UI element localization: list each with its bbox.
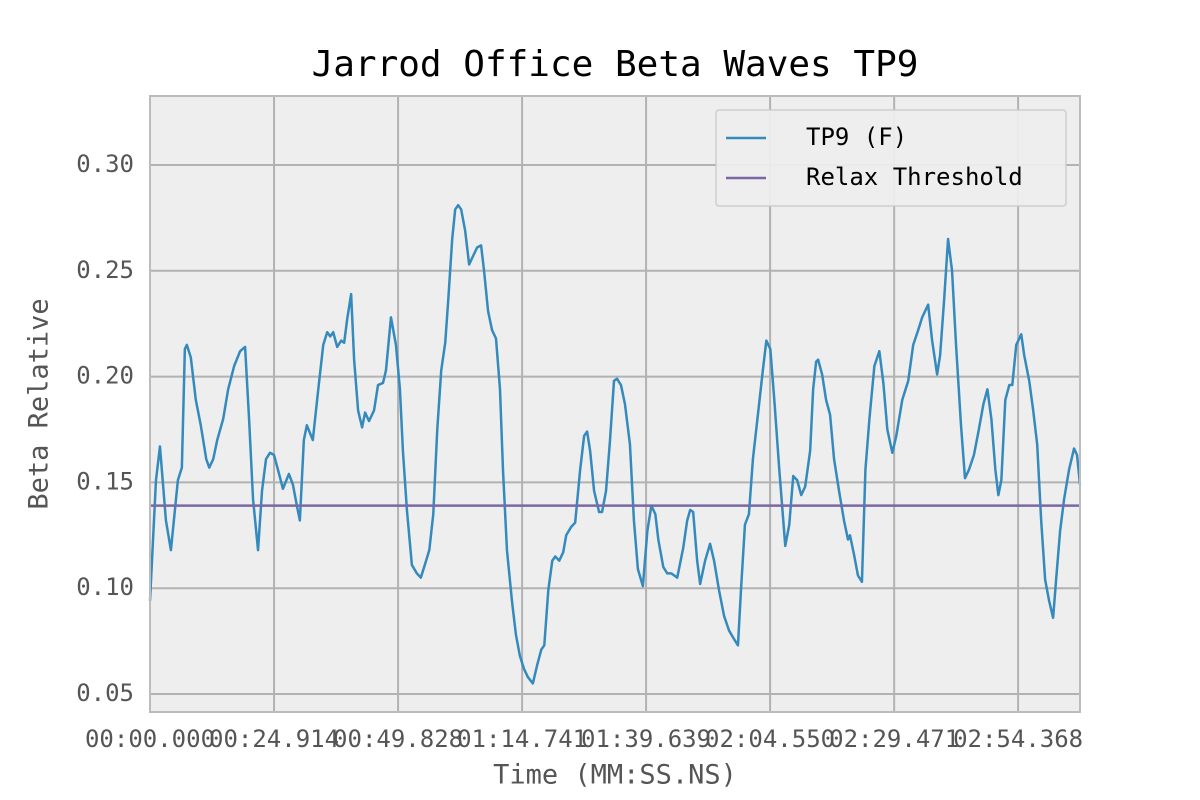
x-tick-label: 02:04.550 [705, 725, 835, 753]
data-line [148, 203, 1082, 685]
x-tick-label: 00:00.000 [85, 725, 215, 753]
y-axis-label: Beta Relative [24, 298, 55, 509]
ticks: 0.05 0.10 0.15 0.20 0.25 0.30 00:00.00000:24.9… [76, 150, 1083, 753]
legend-label: TP9 (F) [806, 123, 907, 151]
x-tick-label: 02:54.368 [953, 725, 1083, 753]
grid [149, 96, 1080, 712]
x-tick-label: 00:24.914 [209, 725, 339, 753]
y-tick-label: 0.05 [76, 679, 134, 707]
legend-label: Relax Threshold [806, 163, 1023, 191]
legend-box [715, 109, 1067, 207]
lines [148, 203, 1082, 685]
x-tick-label: 02:29.471 [829, 725, 959, 753]
y-tick-label: 0.30 [76, 150, 134, 178]
chart-title: Jarrod Office Beta Waves TP9 [312, 44, 919, 85]
plot-border [149, 95, 1081, 713]
x-tick-label: 01:39.639 [581, 725, 711, 753]
y-tick-label: 0.20 [76, 362, 134, 390]
x-tick-label: 01:14.741 [457, 725, 587, 753]
y-tick-label: 0.10 [76, 573, 134, 601]
legend: TP9 (F) Relax Threshold [715, 109, 1067, 207]
x-axis-label: Time (MM:SS.NS) [493, 760, 737, 791]
x-tick-label: 00:49.828 [333, 725, 463, 753]
y-tick-label: 0.25 [76, 256, 134, 284]
y-tick-label: 0.15 [76, 467, 134, 495]
